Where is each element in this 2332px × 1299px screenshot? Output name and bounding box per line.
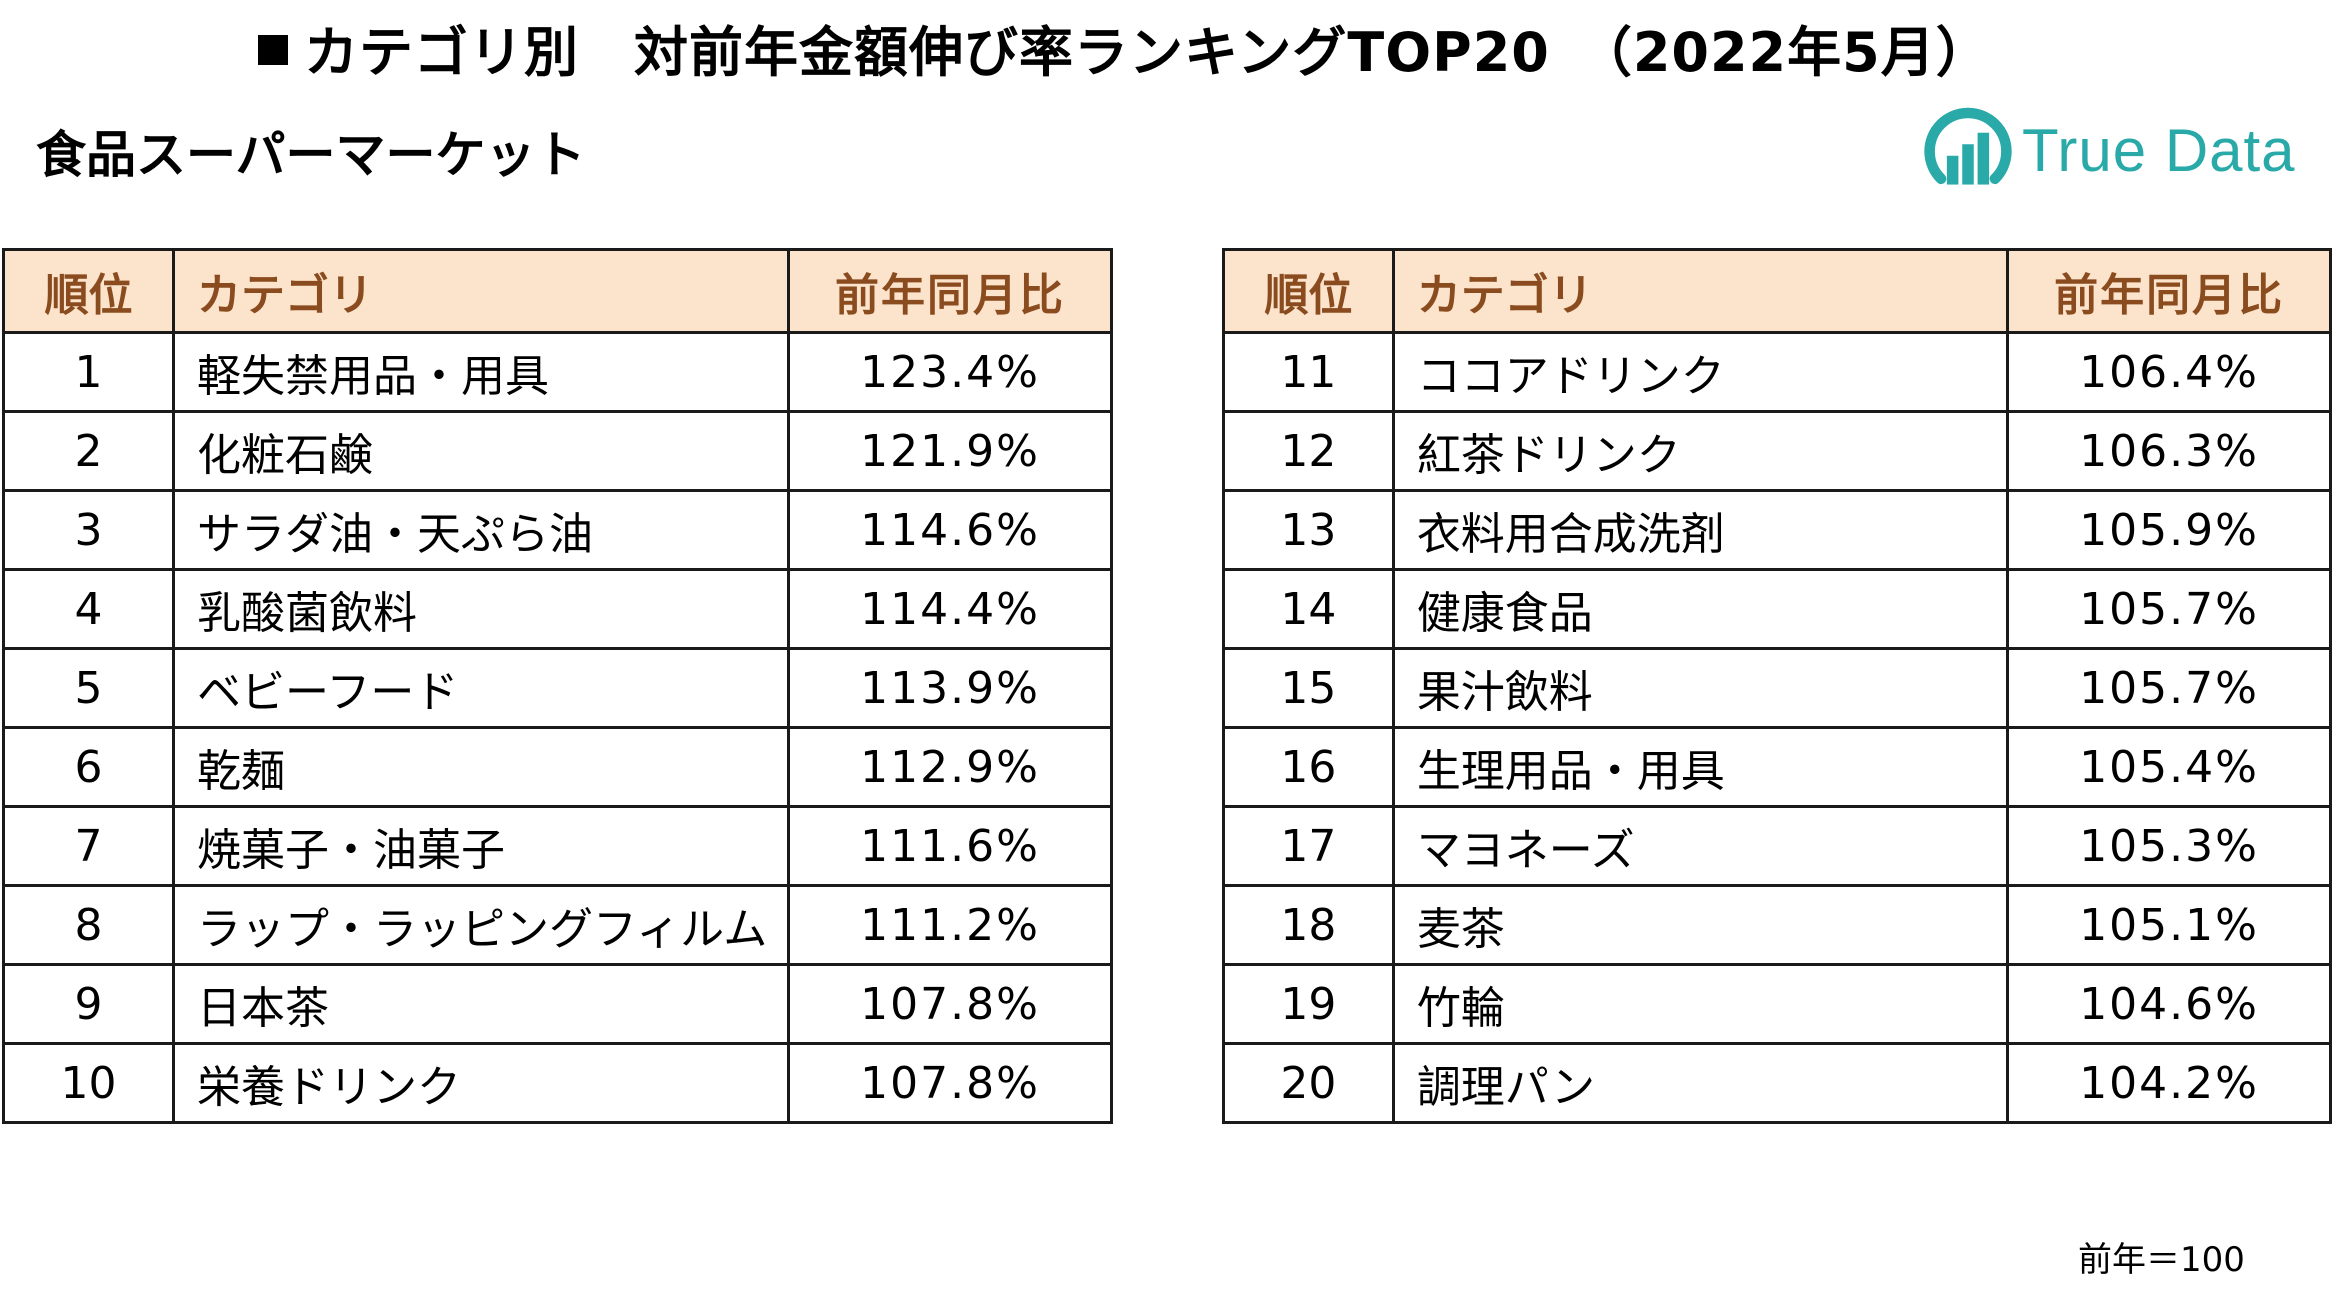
- rank-cell: 18: [1222, 884, 1395, 966]
- ratio-cell: 111.6%: [787, 805, 1113, 887]
- table-row: 7 焼菓子・油菓子 111.6%: [2, 805, 1113, 887]
- table-row: 16 生理用品・用具 105.4%: [1222, 726, 2332, 808]
- rank-cell: 14: [1222, 568, 1395, 650]
- table-row: 10 栄養ドリンク 107.8%: [2, 1042, 1113, 1124]
- ranking-table-right: 順位 カテゴリ 前年同月比 11 ココアドリンク 106.4% 12 紅茶ドリンク 10…: [1222, 248, 2332, 1124]
- category-cell: 乳酸菌飲料: [172, 568, 790, 650]
- rank-cell: 8: [2, 884, 175, 966]
- category-cell: 軽失禁用品・用具: [172, 331, 790, 413]
- truedata-logo: True Data: [1920, 100, 2300, 200]
- table-row: 18 麦茶 105.1%: [1222, 884, 2332, 966]
- category-cell: 日本茶: [172, 963, 790, 1045]
- ratio-cell: 114.6%: [787, 489, 1113, 571]
- table-row: 19 竹輪 104.6%: [1222, 963, 2332, 1045]
- rank-cell: 7: [2, 805, 175, 887]
- category-cell: マヨネーズ: [1391, 805, 2010, 887]
- category-cell: 果汁飲料: [1391, 647, 2010, 729]
- table-row: 2 化粧石鹸 121.9%: [2, 410, 1113, 492]
- truedata-logo-icon: [1924, 107, 2012, 185]
- category-cell: 調理パン: [1391, 1042, 2010, 1124]
- rank-cell: 10: [2, 1042, 175, 1124]
- rank-cell: 15: [1222, 647, 1395, 729]
- footnote: 前年＝100: [2078, 1240, 2245, 1280]
- table-row: 20 調理パン 104.2%: [1222, 1042, 2332, 1124]
- category-cell: 竹輪: [1391, 963, 2010, 1045]
- rank-cell: 13: [1222, 489, 1395, 571]
- ratio-cell: 111.2%: [787, 884, 1113, 966]
- rank-cell: 16: [1222, 726, 1395, 808]
- page-title: カテゴリ別 対前年金額伸び率ランキングTOP20 （2022年5月）: [258, 18, 1991, 88]
- ratio-cell: 121.9%: [787, 410, 1113, 492]
- rank-cell: 11: [1222, 331, 1395, 413]
- ratio-cell: 104.2%: [2006, 1042, 2332, 1124]
- rank-cell: 12: [1222, 410, 1395, 492]
- table-header-row: 順位 カテゴリ 前年同月比: [1222, 248, 2332, 334]
- header-category: カテゴリ: [172, 248, 790, 334]
- ratio-cell: 107.8%: [787, 1042, 1113, 1124]
- ratio-cell: 123.4%: [787, 331, 1113, 413]
- page-title-text: カテゴリ別 対前年金額伸び率ランキングTOP20 （2022年5月）: [304, 21, 1991, 84]
- rank-cell: 17: [1222, 805, 1395, 887]
- category-cell: 生理用品・用具: [1391, 726, 2010, 808]
- category-cell: 衣料用合成洗剤: [1391, 489, 2010, 571]
- table-row: 15 果汁飲料 105.7%: [1222, 647, 2332, 729]
- table-row: 5 ベビーフード 113.9%: [2, 647, 1113, 729]
- rank-cell: 6: [2, 726, 175, 808]
- ratio-cell: 106.3%: [2006, 410, 2332, 492]
- table-row: 8 ラップ・ラッピングフィルム 111.2%: [2, 884, 1113, 966]
- table-header-row: 順位 カテゴリ 前年同月比: [2, 248, 1113, 334]
- table-row: 1 軽失禁用品・用具 123.4%: [2, 331, 1113, 413]
- category-cell: 焼菓子・油菓子: [172, 805, 790, 887]
- table-row: 4 乳酸菌飲料 114.4%: [2, 568, 1113, 650]
- rank-cell: 4: [2, 568, 175, 650]
- table-row: 6 乾麺 112.9%: [2, 726, 1113, 808]
- table-row: 11 ココアドリンク 106.4%: [1222, 331, 2332, 413]
- table-row: 12 紅茶ドリンク 106.3%: [1222, 410, 2332, 492]
- category-cell: 紅茶ドリンク: [1391, 410, 2010, 492]
- ratio-cell: 105.3%: [2006, 805, 2332, 887]
- square-bullet-icon: [258, 35, 288, 65]
- ratio-cell: 107.8%: [787, 963, 1113, 1045]
- category-cell: 乾麺: [172, 726, 790, 808]
- header-rank: 順位: [2, 248, 175, 334]
- ratio-cell: 105.1%: [2006, 884, 2332, 966]
- rank-cell: 2: [2, 410, 175, 492]
- table-row: 13 衣料用合成洗剤 105.9%: [1222, 489, 2332, 571]
- table-row: 17 マヨネーズ 105.3%: [1222, 805, 2332, 887]
- ratio-cell: 105.9%: [2006, 489, 2332, 571]
- header-rank: 順位: [1222, 248, 1395, 334]
- table-row: 9 日本茶 107.8%: [2, 963, 1113, 1045]
- header-category: カテゴリ: [1391, 248, 2010, 334]
- ratio-cell: 113.9%: [787, 647, 1113, 729]
- category-cell: 健康食品: [1391, 568, 2010, 650]
- header-ratio: 前年同月比: [787, 248, 1113, 334]
- rank-cell: 19: [1222, 963, 1395, 1045]
- ratio-cell: 106.4%: [2006, 331, 2332, 413]
- truedata-logo-text: True Data: [2022, 116, 2296, 184]
- ratio-cell: 104.6%: [2006, 963, 2332, 1045]
- rank-cell: 3: [2, 489, 175, 571]
- ratio-cell: 105.4%: [2006, 726, 2332, 808]
- rank-cell: 9: [2, 963, 175, 1045]
- rank-cell: 1: [2, 331, 175, 413]
- category-cell: ベビーフード: [172, 647, 790, 729]
- category-cell: ココアドリンク: [1391, 331, 2010, 413]
- rank-cell: 5: [2, 647, 175, 729]
- page-subtitle: 食品スーパーマーケット: [36, 126, 586, 184]
- ranking-table-left: 順位 カテゴリ 前年同月比 1 軽失禁用品・用具 123.4% 2 化粧石鹸 121.9…: [2, 248, 1113, 1124]
- header-ratio: 前年同月比: [2006, 248, 2332, 334]
- table-row: 3 サラダ油・天ぷら油 114.6%: [2, 489, 1113, 571]
- table-row: 14 健康食品 105.7%: [1222, 568, 2332, 650]
- category-cell: 栄養ドリンク: [172, 1042, 790, 1124]
- category-cell: ラップ・ラッピングフィルム: [172, 884, 790, 966]
- category-cell: 化粧石鹸: [172, 410, 790, 492]
- ratio-cell: 114.4%: [787, 568, 1113, 650]
- ratio-cell: 105.7%: [2006, 568, 2332, 650]
- ratio-cell: 105.7%: [2006, 647, 2332, 729]
- ratio-cell: 112.9%: [787, 726, 1113, 808]
- rank-cell: 20: [1222, 1042, 1395, 1124]
- category-cell: サラダ油・天ぷら油: [172, 489, 790, 571]
- category-cell: 麦茶: [1391, 884, 2010, 966]
